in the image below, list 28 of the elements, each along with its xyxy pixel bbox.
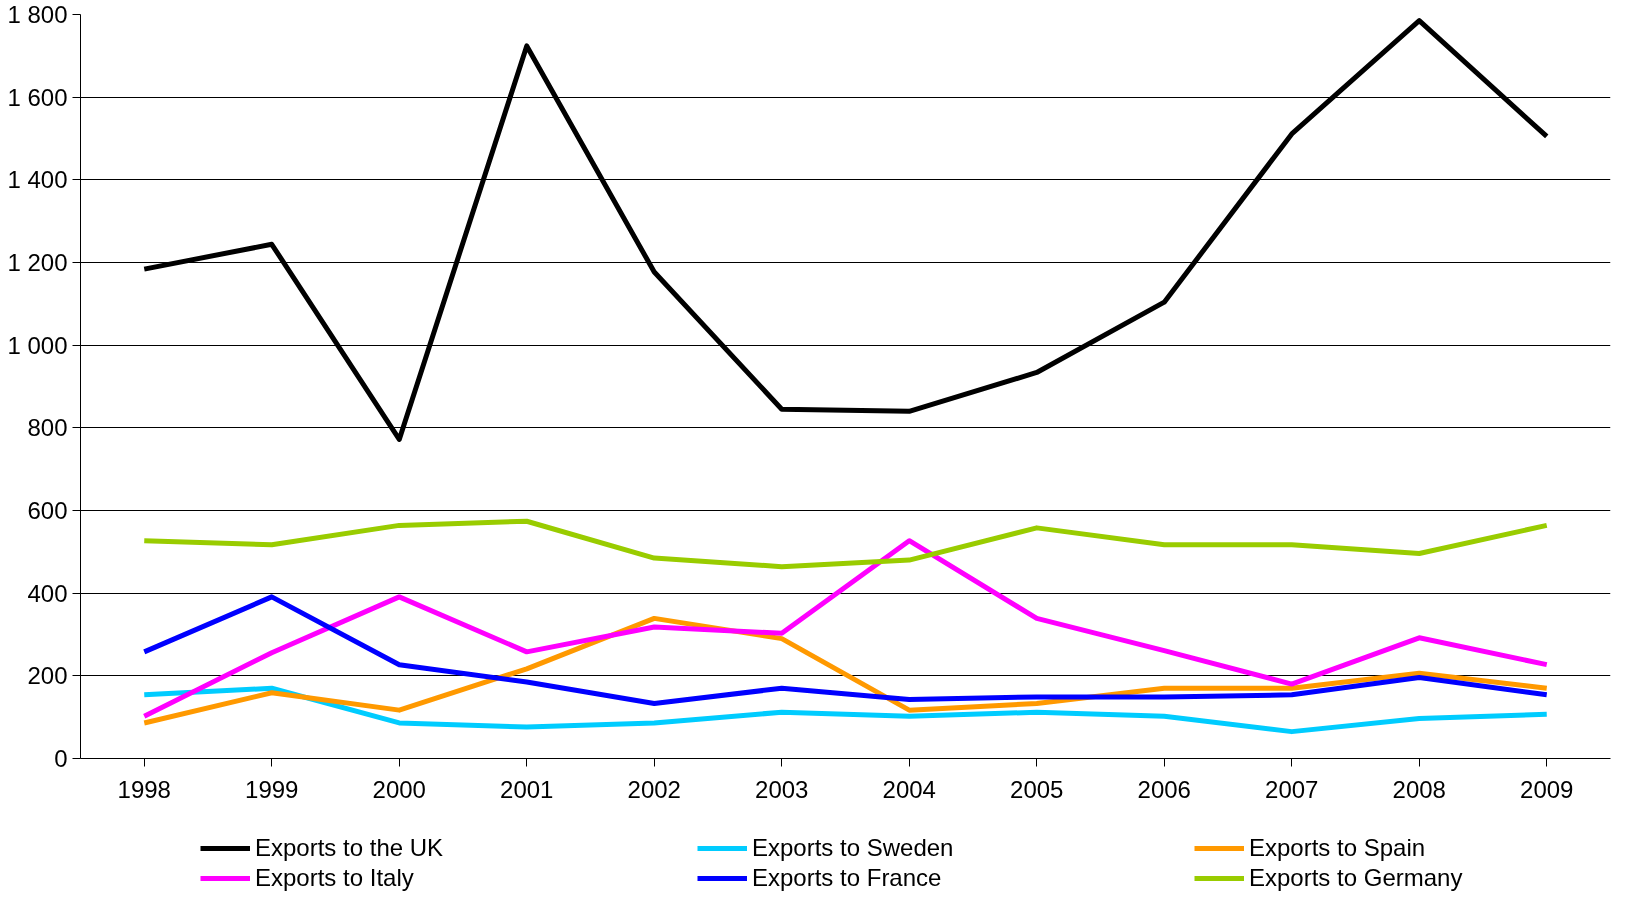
- y-tick-label: 0: [54, 745, 68, 772]
- x-tick-label: 2008: [1392, 775, 1446, 803]
- x-tick-label: 1998: [117, 775, 171, 803]
- x-tick-label: 2003: [755, 775, 809, 803]
- x-tick-label: 2006: [1137, 775, 1191, 803]
- y-tick-label: 400: [27, 579, 68, 607]
- x-tick-label: 2001: [500, 775, 554, 803]
- y-tick-label: 200: [27, 662, 68, 690]
- x-tick-label: 2005: [1010, 775, 1064, 803]
- x-tick-label: 2009: [1520, 775, 1574, 803]
- y-tick-label: 1 600: [7, 83, 68, 111]
- y-tick-label: 600: [27, 497, 68, 524]
- y-tick-label: 1 000: [7, 331, 68, 359]
- legend-label: Exports to Sweden: [752, 834, 955, 862]
- x-tick-label: 2002: [627, 775, 681, 803]
- x-tick-label: 2000: [372, 775, 426, 803]
- y-tick-label: 1 400: [7, 166, 68, 194]
- legend-label: Exports to Spain: [1249, 834, 1427, 862]
- legend-label: Exports to Italy: [255, 864, 415, 892]
- y-tick-label: 1 800: [7, 1, 68, 28]
- legend-label: Exports to the UK: [255, 834, 445, 862]
- y-tick-label: 800: [27, 414, 68, 442]
- legend-label: Exports to France: [752, 864, 943, 892]
- legend-label: Exports to Germany: [1249, 864, 1464, 892]
- x-tick-label: 2007: [1265, 775, 1319, 803]
- x-tick-label: 2004: [882, 775, 936, 803]
- y-tick-label: 1 200: [7, 249, 68, 276]
- x-tick-label: 1999: [245, 775, 299, 803]
